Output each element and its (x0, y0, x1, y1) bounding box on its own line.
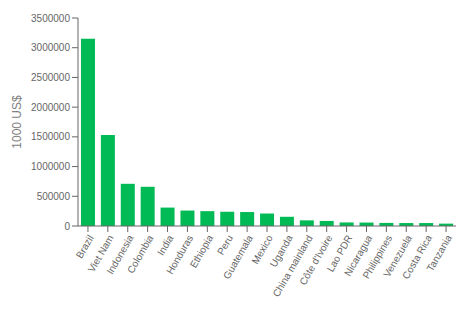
svg-text:Côte d'Ivoire: Côte d'Ivoire (297, 233, 335, 287)
svg-text:China mainland: China mainland (270, 233, 315, 299)
svg-text:Indonesia: Indonesia (104, 233, 136, 277)
svg-text:Ethiopia: Ethiopia (188, 233, 216, 270)
svg-text:Costa Rica: Costa Rica (400, 233, 434, 281)
svg-text:1000000: 1000000 (31, 161, 70, 172)
svg-text:Venezuela: Venezuela (381, 233, 415, 279)
svg-text:500000: 500000 (37, 191, 71, 202)
svg-text:Mexico: Mexico (249, 233, 275, 266)
svg-text:2500000: 2500000 (31, 72, 70, 83)
svg-text:Honduras: Honduras (164, 233, 195, 276)
svg-text:Viet Nam: Viet Nam (85, 233, 116, 274)
svg-text:Tanzania: Tanzania (424, 233, 454, 274)
svg-text:1000 US$: 1000 US$ (10, 95, 24, 149)
svg-text:3500000: 3500000 (31, 13, 70, 24)
svg-text:0: 0 (64, 221, 70, 232)
svg-text:India: India (155, 233, 176, 258)
svg-text:Lao PDR: Lao PDR (324, 233, 355, 274)
svg-text:3000000: 3000000 (31, 42, 70, 53)
svg-text:Colombia: Colombia (125, 233, 156, 275)
svg-text:1500000: 1500000 (31, 131, 70, 142)
svg-text:Guatemala: Guatemala (221, 233, 255, 281)
svg-text:Brazil: Brazil (73, 233, 96, 261)
svg-text:Nicaragua: Nicaragua (342, 233, 375, 278)
svg-text:Uganda: Uganda (267, 233, 295, 269)
svg-text:Peru: Peru (215, 233, 235, 257)
svg-text:2000000: 2000000 (31, 102, 70, 113)
svg-text:Philippines: Philippines (360, 233, 395, 281)
